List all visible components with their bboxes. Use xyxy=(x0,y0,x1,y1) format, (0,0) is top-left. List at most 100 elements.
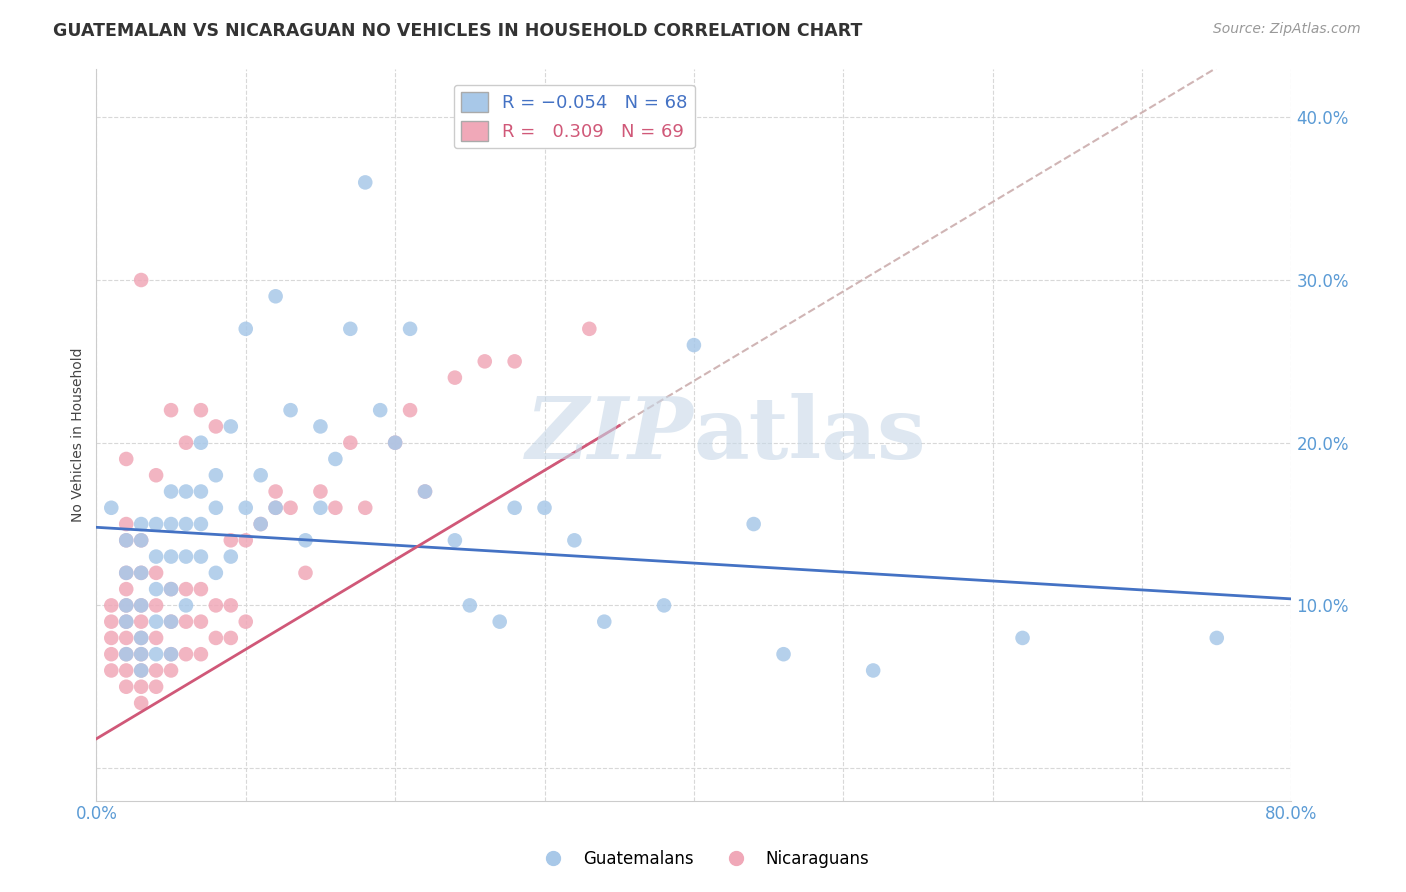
Point xyxy=(413,484,436,499)
Point xyxy=(578,322,600,336)
Point xyxy=(205,468,228,483)
Point xyxy=(100,647,122,661)
Point xyxy=(129,566,152,580)
Point xyxy=(354,500,377,515)
Point xyxy=(145,549,167,564)
Point xyxy=(129,664,152,678)
Point xyxy=(235,322,257,336)
Point xyxy=(280,403,302,417)
Legend: R = −0.054   N = 68, R =   0.309   N = 69: R = −0.054 N = 68, R = 0.309 N = 69 xyxy=(454,85,695,148)
Point xyxy=(115,615,138,629)
Point xyxy=(309,419,332,434)
Point xyxy=(503,354,526,368)
Point xyxy=(190,615,212,629)
Point xyxy=(145,599,167,613)
Point xyxy=(174,582,197,596)
Point xyxy=(1011,631,1033,645)
Point xyxy=(129,631,152,645)
Point xyxy=(294,566,316,580)
Point xyxy=(533,500,555,515)
Y-axis label: No Vehicles in Household: No Vehicles in Household xyxy=(72,347,86,522)
Point xyxy=(129,566,152,580)
Point xyxy=(160,549,183,564)
Point xyxy=(742,516,765,531)
Point xyxy=(115,664,138,678)
Point xyxy=(174,615,197,629)
Point xyxy=(115,533,138,548)
Point xyxy=(129,516,152,531)
Point xyxy=(160,516,183,531)
Point xyxy=(115,647,138,661)
Point xyxy=(160,484,183,499)
Point xyxy=(683,338,706,352)
Point xyxy=(264,289,287,303)
Point xyxy=(309,500,332,515)
Point xyxy=(115,566,138,580)
Text: Source: ZipAtlas.com: Source: ZipAtlas.com xyxy=(1213,22,1361,37)
Point xyxy=(444,370,467,384)
Point xyxy=(174,549,197,564)
Point xyxy=(145,516,167,531)
Point xyxy=(339,435,361,450)
Point xyxy=(145,664,167,678)
Point xyxy=(205,566,228,580)
Point xyxy=(115,599,138,613)
Point xyxy=(564,533,586,548)
Point xyxy=(294,533,316,548)
Point xyxy=(235,615,257,629)
Point xyxy=(444,533,467,548)
Point xyxy=(249,516,271,531)
Point xyxy=(129,533,152,548)
Point xyxy=(115,599,138,613)
Point xyxy=(325,500,347,515)
Point xyxy=(160,647,183,661)
Point xyxy=(772,647,794,661)
Point xyxy=(129,631,152,645)
Legend: Guatemalans, Nicaraguans: Guatemalans, Nicaraguans xyxy=(530,844,876,875)
Point xyxy=(399,322,422,336)
Point xyxy=(160,582,183,596)
Point xyxy=(115,566,138,580)
Point xyxy=(100,664,122,678)
Point xyxy=(205,599,228,613)
Point xyxy=(458,599,481,613)
Point xyxy=(160,403,183,417)
Point xyxy=(129,599,152,613)
Point xyxy=(264,500,287,515)
Point xyxy=(280,500,302,515)
Point xyxy=(593,615,616,629)
Point xyxy=(129,680,152,694)
Point xyxy=(190,516,212,531)
Point xyxy=(399,403,422,417)
Point xyxy=(145,631,167,645)
Point xyxy=(115,582,138,596)
Point xyxy=(160,582,183,596)
Point xyxy=(174,435,197,450)
Point xyxy=(219,419,242,434)
Text: atlas: atlas xyxy=(695,392,927,476)
Point xyxy=(384,435,406,450)
Point xyxy=(249,468,271,483)
Point xyxy=(129,647,152,661)
Point xyxy=(145,566,167,580)
Point xyxy=(190,582,212,596)
Point xyxy=(235,500,257,515)
Point xyxy=(205,500,228,515)
Point xyxy=(129,533,152,548)
Point xyxy=(174,599,197,613)
Point xyxy=(190,435,212,450)
Point xyxy=(264,484,287,499)
Point xyxy=(115,631,138,645)
Point xyxy=(190,484,212,499)
Point xyxy=(129,696,152,710)
Point xyxy=(190,403,212,417)
Point xyxy=(100,599,122,613)
Point xyxy=(219,533,242,548)
Point xyxy=(368,403,391,417)
Point xyxy=(862,664,884,678)
Point xyxy=(174,516,197,531)
Point xyxy=(205,631,228,645)
Point xyxy=(219,631,242,645)
Point xyxy=(115,647,138,661)
Point xyxy=(145,647,167,661)
